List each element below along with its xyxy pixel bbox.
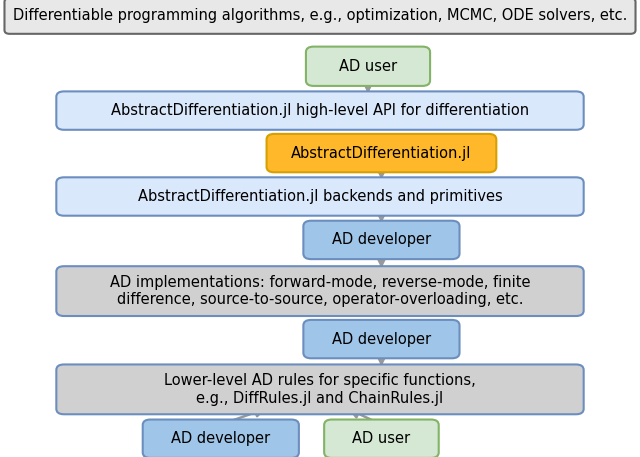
Text: AD developer: AD developer (332, 332, 431, 346)
Text: AbstractDifferentiation.jl: AbstractDifferentiation.jl (291, 146, 472, 160)
FancyBboxPatch shape (324, 420, 439, 457)
FancyBboxPatch shape (267, 134, 497, 172)
Text: AD developer: AD developer (332, 233, 431, 247)
FancyBboxPatch shape (56, 91, 584, 130)
FancyBboxPatch shape (56, 266, 584, 316)
Text: Differentiable programming algorithms, e.g., optimization, MCMC, ODE solvers, et: Differentiable programming algorithms, e… (13, 9, 627, 23)
FancyBboxPatch shape (303, 221, 460, 259)
FancyBboxPatch shape (56, 365, 584, 414)
FancyBboxPatch shape (4, 0, 636, 34)
Text: AbstractDifferentiation.jl backends and primitives: AbstractDifferentiation.jl backends and … (138, 189, 502, 204)
Text: Lower-level AD rules for specific functions,
e.g., DiffRules.jl and ChainRules.j: Lower-level AD rules for specific functi… (164, 373, 476, 405)
Text: AD user: AD user (353, 431, 410, 446)
Text: AD implementations: forward-mode, reverse-mode, finite
difference, source-to-sou: AD implementations: forward-mode, revers… (109, 275, 531, 307)
Text: AD user: AD user (339, 59, 397, 74)
FancyBboxPatch shape (143, 420, 299, 457)
FancyBboxPatch shape (306, 47, 430, 86)
Text: AbstractDifferentiation.jl high-level API for differentiation: AbstractDifferentiation.jl high-level AP… (111, 103, 529, 118)
Text: AD developer: AD developer (172, 431, 270, 446)
FancyBboxPatch shape (56, 177, 584, 216)
FancyBboxPatch shape (303, 320, 460, 358)
